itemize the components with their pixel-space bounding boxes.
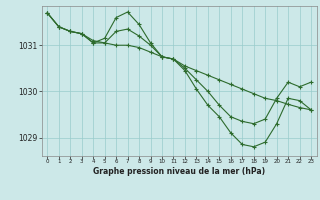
X-axis label: Graphe pression niveau de la mer (hPa): Graphe pression niveau de la mer (hPa) (93, 167, 265, 176)
